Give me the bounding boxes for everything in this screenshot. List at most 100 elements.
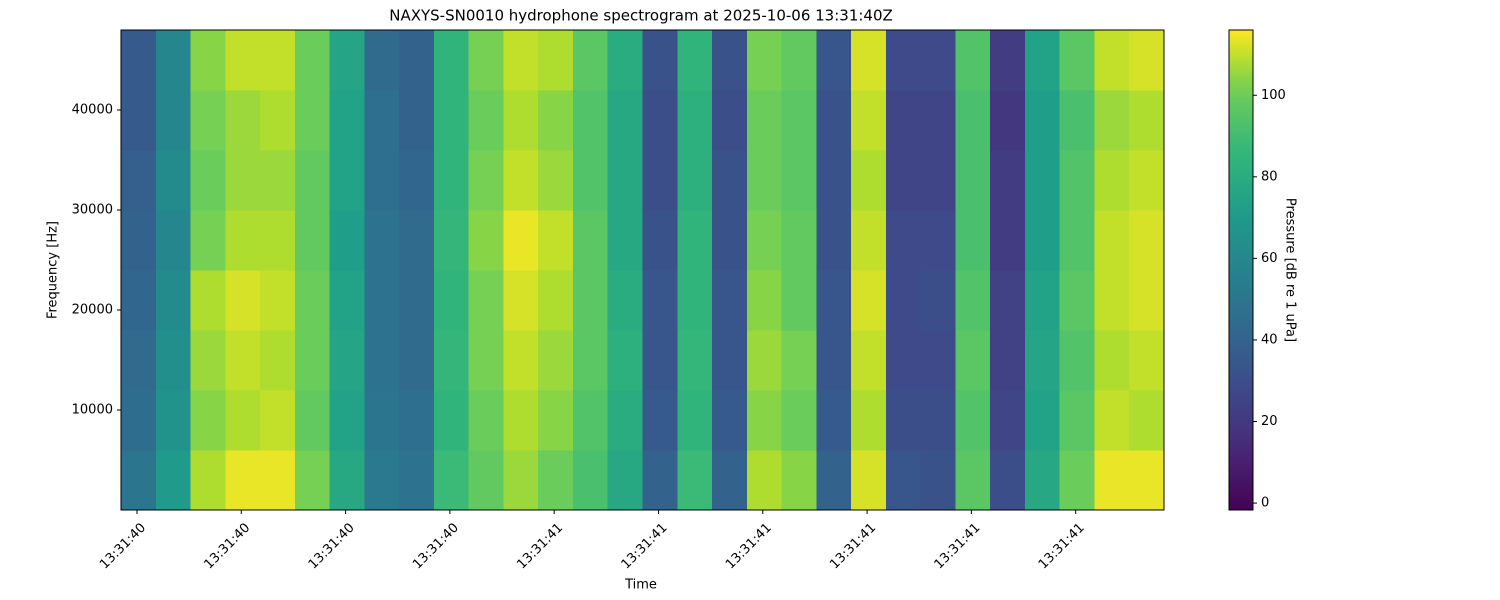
heatmap-cell: [364, 90, 400, 151]
x-tick-label: 13:31:41: [1036, 520, 1088, 572]
heatmap-cell: [955, 150, 991, 211]
heatmap-cell: [990, 270, 1026, 331]
heatmap-cell: [851, 150, 887, 211]
x-tick-label: 13:31:40: [201, 520, 253, 572]
heatmap-cell: [990, 90, 1026, 151]
heatmap-cell: [538, 30, 574, 91]
heatmap-cell: [190, 90, 226, 151]
colorbar-tick-label: 60: [1261, 251, 1278, 266]
heatmap-cell: [503, 150, 539, 211]
heatmap-cell: [294, 90, 331, 151]
heatmap-cell: [294, 270, 331, 331]
heatmap-cell: [955, 90, 991, 151]
heatmap-cell: [503, 330, 539, 391]
heatmap-cell: [816, 390, 852, 451]
heatmap-cell: [1024, 210, 1061, 271]
heatmap-cell: [190, 150, 226, 211]
heatmap-cell: [329, 210, 365, 271]
heatmap-cell: [155, 330, 192, 391]
heatmap-cell: [816, 270, 852, 331]
heatmap-cell: [433, 30, 470, 91]
heatmap-cell: [190, 390, 226, 451]
heatmap-cell: [260, 30, 296, 91]
heatmap-cell: [851, 330, 887, 391]
colorbar-tick-label: 0: [1261, 496, 1269, 511]
heatmap-cell: [1129, 270, 1165, 331]
heatmap-cell: [260, 390, 296, 451]
heatmap-cell: [816, 210, 852, 271]
heatmap-cell: [677, 270, 713, 331]
heatmap-cell: [399, 90, 435, 151]
heatmap-cell: [572, 90, 609, 151]
heatmap-cell: [816, 330, 852, 391]
heatmap-cell: [364, 150, 400, 211]
heatmap-cell: [503, 270, 539, 331]
heatmap-cell: [190, 30, 226, 91]
heatmap-cell: [955, 390, 991, 451]
heatmap-cell: [851, 210, 887, 271]
heatmap-cell: [503, 30, 539, 91]
heatmap-cell: [677, 90, 713, 151]
heatmap-cell: [990, 390, 1026, 451]
heatmap-cell: [572, 150, 609, 211]
heatmap-cell: [851, 90, 887, 151]
heatmap-cell: [642, 330, 678, 391]
heatmap-cell: [781, 210, 817, 271]
heatmap-cell: [885, 390, 922, 451]
heatmap-cell: [642, 450, 678, 511]
heatmap-cell: [990, 30, 1026, 91]
colorbar-tick-label: 100: [1261, 88, 1286, 103]
heatmap-cell: [538, 450, 574, 511]
heatmap-cell: [1094, 90, 1130, 151]
heatmap-cell: [1024, 330, 1061, 391]
heatmap-cell: [746, 210, 783, 271]
heatmap-cell: [364, 390, 400, 451]
heatmap-cell: [468, 390, 504, 451]
heatmap-cell: [155, 210, 192, 271]
plot-frame: [120, 29, 1165, 511]
heatmap-cell: [1059, 450, 1095, 511]
heatmap-cell: [746, 30, 783, 91]
heatmap-cell: [399, 330, 435, 391]
colorbar-label: Pressure [dB re 1 uPa]: [1283, 198, 1298, 342]
heatmap-cell: [121, 330, 157, 391]
heatmap-cell: [816, 150, 852, 211]
x-tick-label: 13:31:40: [410, 520, 462, 572]
heatmap-cell: [885, 210, 922, 271]
y-tick-label: 40000: [72, 103, 113, 118]
heatmap-cell: [1094, 330, 1130, 391]
heatmap-cell: [538, 90, 574, 151]
heatmap-cell: [1129, 210, 1165, 271]
heatmap-cell: [225, 270, 261, 331]
heatmap-cell: [468, 210, 504, 271]
heatmap-cell: [816, 90, 852, 151]
heatmap-cell: [1024, 270, 1061, 331]
heatmap-cell: [1094, 210, 1130, 271]
heatmap-cell: [885, 330, 922, 391]
heatmap-cell: [746, 90, 783, 151]
heatmap: [121, 30, 1165, 511]
heatmap-cell: [503, 210, 539, 271]
y-tick-label: 10000: [72, 403, 113, 418]
heatmap-cell: [364, 30, 400, 91]
heatmap-cell: [712, 390, 748, 451]
x-tick-label: 13:31:41: [514, 520, 566, 572]
heatmap-cell: [399, 450, 435, 511]
heatmap-cell: [955, 30, 991, 91]
heatmap-cell: [468, 30, 504, 91]
heatmap-cell: [572, 450, 609, 511]
heatmap-cell: [642, 270, 678, 331]
heatmap-cell: [746, 450, 783, 511]
heatmap-cell: [607, 270, 643, 331]
heatmap-cell: [294, 450, 331, 511]
heatmap-cell: [260, 210, 296, 271]
heatmap-cell: [885, 30, 922, 91]
heatmap-cell: [920, 90, 956, 151]
heatmap-cell: [885, 150, 922, 211]
heatmap-cell: [816, 30, 852, 91]
colorbar: [1229, 30, 1253, 510]
heatmap-cell: [677, 450, 713, 511]
heatmap-cell: [712, 30, 748, 91]
heatmap-cell: [781, 270, 817, 331]
heatmap-cell: [712, 270, 748, 331]
